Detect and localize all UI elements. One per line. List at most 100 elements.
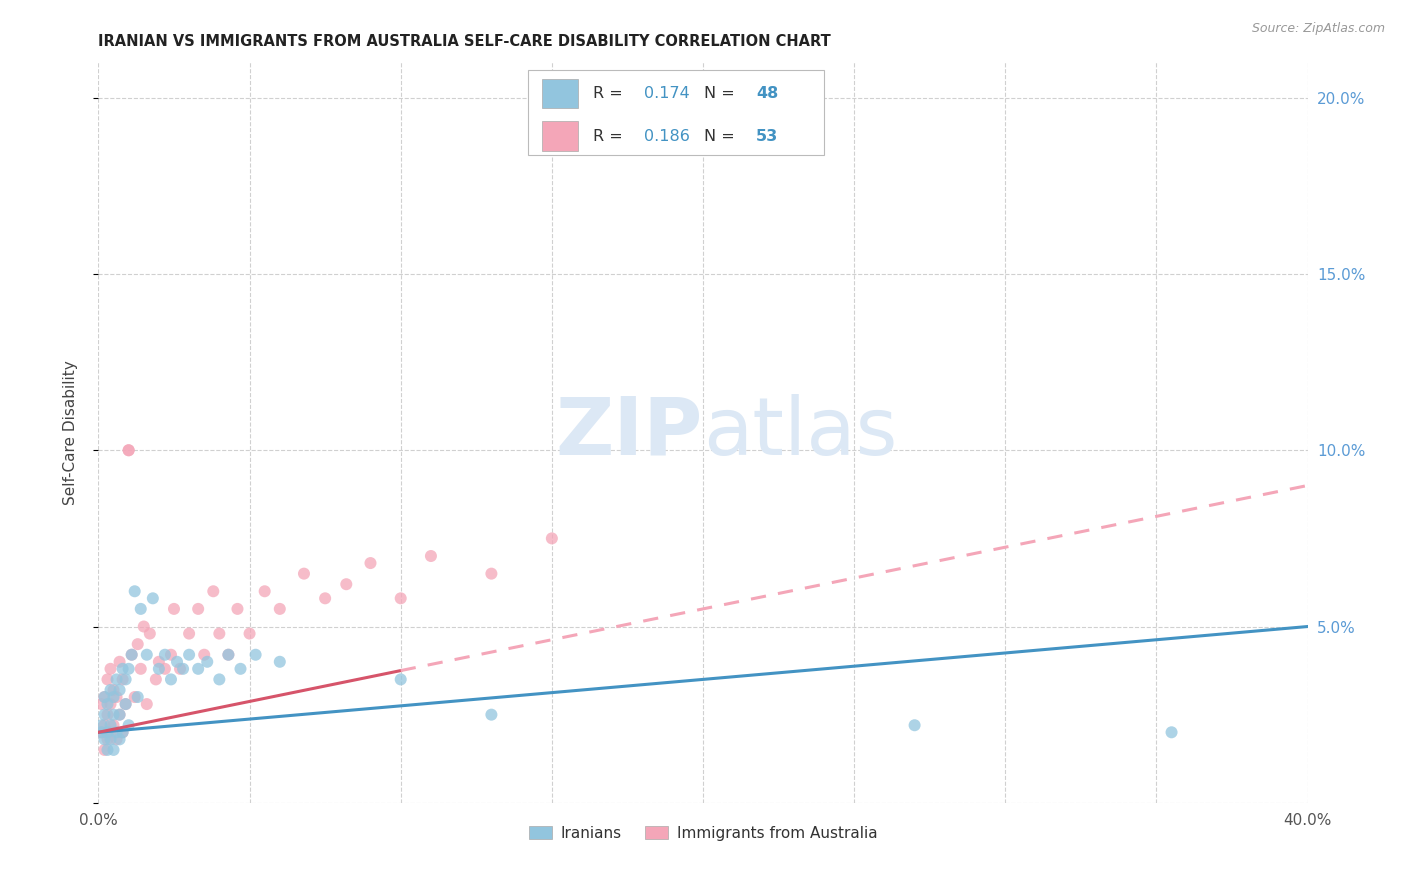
Point: [166, 655, 188, 669]
Point: [124, 690, 146, 704]
Point: [108, 655, 131, 669]
Point: [90, 725, 112, 739]
Point: [93, 732, 115, 747]
Point: [105, 673, 128, 687]
Point: [253, 584, 276, 599]
Point: [160, 648, 183, 662]
Point: [103, 718, 125, 732]
Point: [96, 707, 118, 722]
Point: [127, 690, 149, 704]
Point: [100, 683, 122, 698]
Text: N =: N =: [704, 128, 740, 144]
Point: [208, 673, 231, 687]
Point: [481, 566, 503, 581]
Point: [108, 683, 131, 698]
Point: [540, 532, 562, 546]
Point: [111, 662, 134, 676]
Point: [163, 602, 186, 616]
Point: [100, 697, 122, 711]
Point: [195, 655, 218, 669]
Point: [108, 707, 131, 722]
Point: [93, 718, 115, 732]
Point: [129, 602, 152, 616]
Point: [145, 673, 167, 687]
Point: [148, 662, 170, 676]
Point: [420, 549, 443, 563]
Point: [108, 732, 131, 747]
Point: [292, 566, 315, 581]
Text: 0.186: 0.186: [644, 128, 689, 144]
Point: [105, 690, 128, 704]
Point: [111, 673, 134, 687]
Point: [108, 707, 131, 722]
Y-axis label: Self-Care Disability: Self-Care Disability: [63, 360, 77, 505]
Point: [96, 697, 118, 711]
Point: [481, 707, 503, 722]
Text: IRANIAN VS IMMIGRANTS FROM AUSTRALIA SELF-CARE DISABILITY CORRELATION CHART: IRANIAN VS IMMIGRANTS FROM AUSTRALIA SEL…: [98, 34, 831, 49]
Point: [239, 626, 262, 640]
Point: [100, 662, 122, 676]
Point: [105, 732, 128, 747]
Point: [129, 662, 152, 676]
Point: [153, 648, 176, 662]
Point: [217, 648, 239, 662]
Point: [100, 732, 122, 747]
Point: [96, 732, 118, 747]
Point: [114, 673, 136, 687]
Text: ZIP: ZIP: [555, 393, 703, 472]
Bar: [543, 78, 578, 109]
FancyBboxPatch shape: [527, 70, 824, 155]
Point: [360, 556, 382, 570]
Point: [90, 718, 112, 732]
Point: [179, 626, 201, 640]
Point: [100, 718, 122, 732]
Point: [135, 648, 157, 662]
Point: [96, 673, 118, 687]
Point: [187, 662, 209, 676]
Point: [135, 697, 157, 711]
Point: [172, 662, 194, 676]
Point: [335, 577, 357, 591]
Point: [229, 662, 252, 676]
Point: [96, 743, 118, 757]
Point: [93, 707, 115, 722]
Point: [160, 673, 183, 687]
Point: [111, 725, 134, 739]
Point: [389, 591, 412, 606]
Point: [90, 697, 112, 711]
Point: [269, 602, 291, 616]
Point: [114, 697, 136, 711]
Text: R =: R =: [593, 87, 628, 101]
Point: [226, 602, 249, 616]
Point: [93, 743, 115, 757]
Point: [118, 718, 141, 732]
Point: [132, 619, 155, 633]
Text: 48: 48: [756, 87, 779, 101]
Point: [90, 725, 112, 739]
Point: [148, 655, 170, 669]
Point: [187, 602, 209, 616]
Point: [121, 648, 143, 662]
Point: [139, 626, 162, 640]
Text: 53: 53: [756, 128, 779, 144]
Point: [105, 725, 128, 739]
Point: [103, 683, 125, 698]
Point: [118, 662, 141, 676]
Point: [103, 743, 125, 757]
Text: Source: ZipAtlas.com: Source: ZipAtlas.com: [1251, 22, 1385, 36]
Point: [153, 662, 176, 676]
Point: [142, 591, 165, 606]
Point: [208, 626, 231, 640]
Point: [389, 673, 412, 687]
Text: N =: N =: [704, 87, 740, 101]
Point: [217, 648, 239, 662]
Point: [121, 648, 143, 662]
Point: [193, 648, 215, 662]
Point: [314, 591, 336, 606]
Point: [103, 707, 125, 722]
Text: atlas: atlas: [703, 393, 897, 472]
Point: [245, 648, 267, 662]
Point: [111, 725, 134, 739]
Point: [100, 725, 122, 739]
Point: [269, 655, 291, 669]
